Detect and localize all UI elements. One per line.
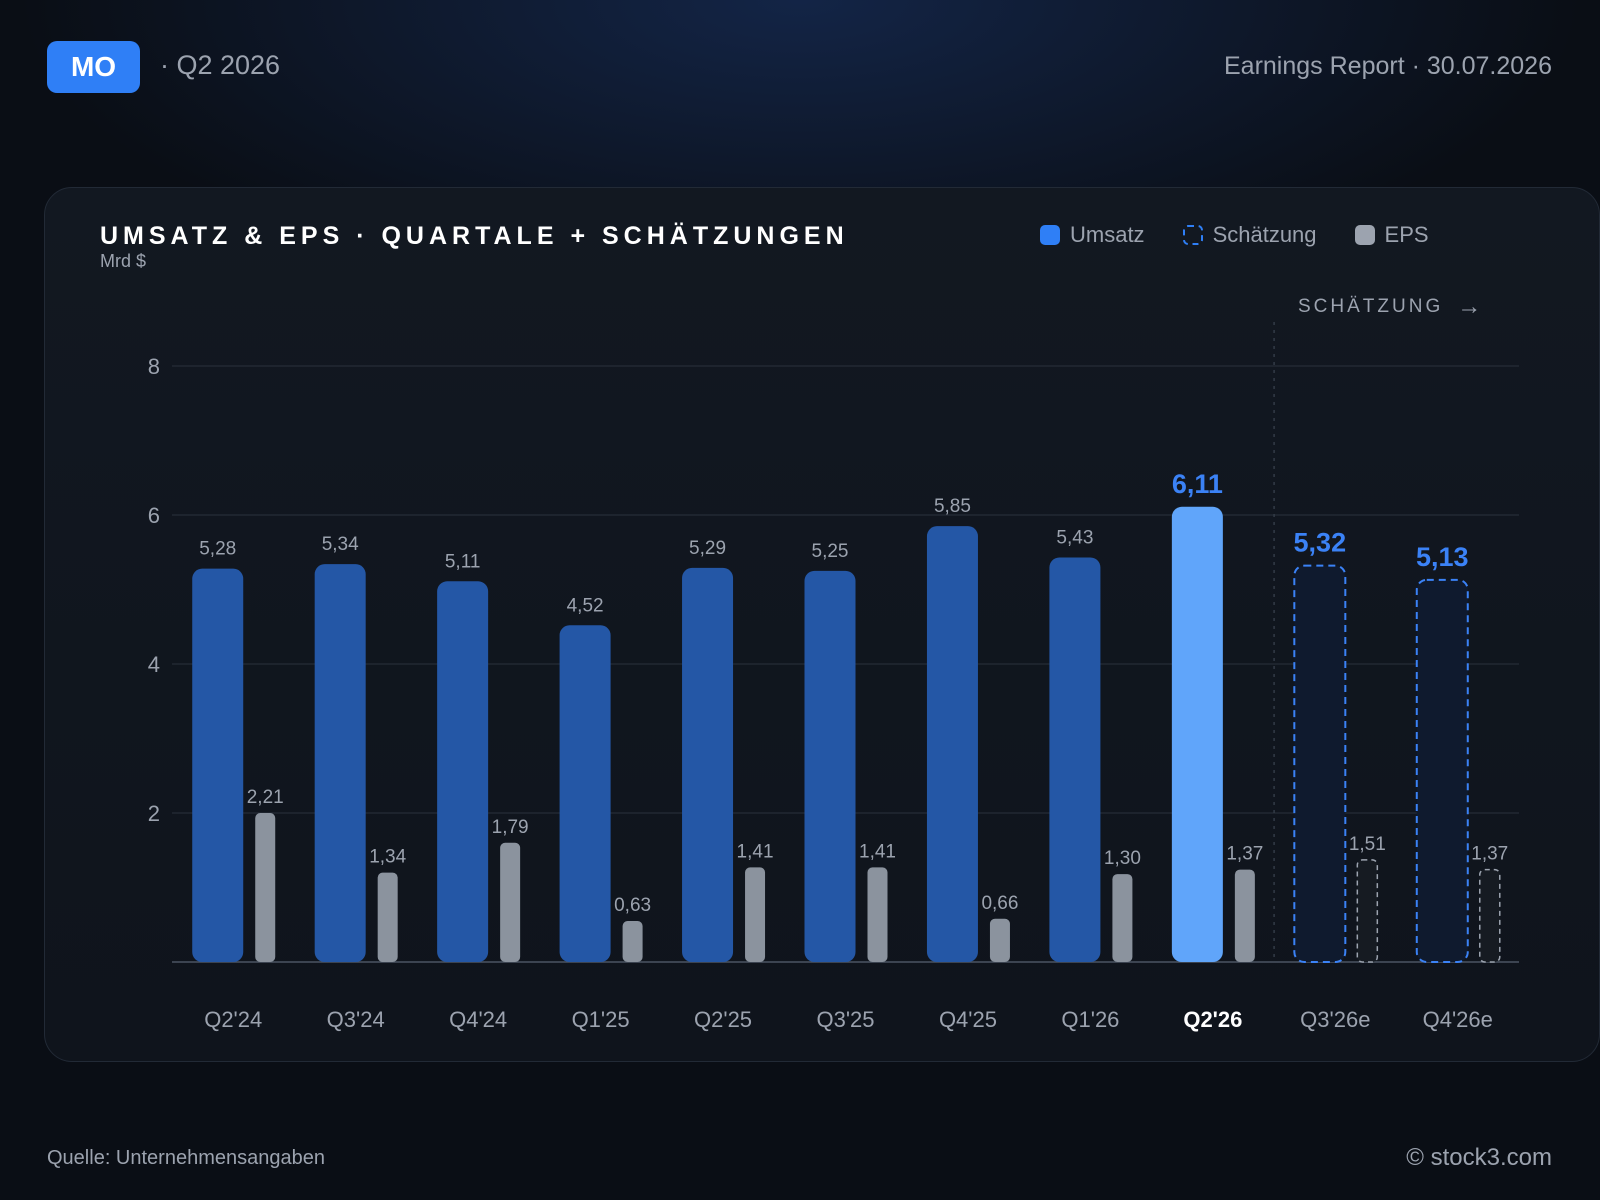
revenue-value-label: 5,13 <box>1416 542 1469 572</box>
arrow-right-icon: → <box>1457 293 1485 320</box>
revenue-bar <box>192 568 244 962</box>
eps-value-label: 0,66 <box>981 893 1018 914</box>
x-category-label: Q2'26 <box>1183 1007 1242 1032</box>
eps-bar <box>622 921 643 962</box>
eps-bar <box>867 867 888 962</box>
eps-bar <box>1234 869 1255 962</box>
revenue-bar-estimate <box>1415 578 1469 963</box>
eps-bar <box>255 813 276 962</box>
revenue-bar <box>559 625 611 962</box>
eps-value-label: 1,41 <box>859 841 896 862</box>
eps-value-label: 1,41 <box>737 841 774 862</box>
eps-value-label: 1,51 <box>1349 834 1386 855</box>
eps-value-label: 1,79 <box>492 817 529 838</box>
y-tick-label: 8 <box>148 354 160 379</box>
eps-value-label: 1,37 <box>1226 844 1263 865</box>
x-category-label: Q4'26e <box>1423 1007 1493 1032</box>
x-category-label: Q3'25 <box>816 1007 874 1032</box>
revenue-value-label: 6,11 <box>1172 469 1223 499</box>
x-category-label: Q1'26 <box>1061 1007 1119 1032</box>
eps-value-label: 0,63 <box>614 895 651 916</box>
chart-legend: Umsatz Schätzung EPS <box>1040 222 1467 248</box>
revenue-bar <box>437 581 489 962</box>
x-category-label: Q3'24 <box>327 1007 385 1032</box>
revenue-bar <box>682 567 734 962</box>
revenue-bar <box>314 564 366 962</box>
x-category-label: Q1'25 <box>572 1007 630 1032</box>
ticker-label: MO <box>70 51 117 82</box>
eps-bar <box>745 867 766 962</box>
legend-label-estimate: Schätzung <box>1212 222 1317 247</box>
revenue-value-label: 5,25 <box>812 541 849 562</box>
legend-item-revenue: Umsatz <box>1040 222 1145 248</box>
ticker-badge: MO <box>47 41 140 93</box>
report-date: Earnings Report · 30.07.2026 <box>1224 52 1552 80</box>
revenue-bar <box>1049 557 1101 962</box>
revenue-value-label: 5,32 <box>1294 528 1347 558</box>
eps-value-label: 1,37 <box>1471 844 1508 865</box>
eps-bar <box>1112 874 1133 962</box>
x-category-label: Q4'25 <box>939 1007 997 1032</box>
revenue-value-label: 4,52 <box>567 595 604 616</box>
eps-bar <box>377 872 398 962</box>
legend-item-estimate: Schätzung <box>1182 222 1317 248</box>
legend-item-eps: EPS <box>1354 222 1429 248</box>
legend-label-eps: EPS <box>1384 222 1429 247</box>
revenue-value-label: 5,28 <box>199 539 236 560</box>
revenue-value-label: 5,11 <box>445 551 481 572</box>
legend-swatch-eps <box>1354 225 1375 245</box>
legend-label-revenue: Umsatz <box>1070 222 1145 247</box>
x-category-label: Q2'24 <box>204 1007 262 1032</box>
revenue-bar <box>804 570 856 962</box>
legend-swatch-estimate <box>1182 225 1203 245</box>
revenue-value-label: 5,29 <box>689 538 726 559</box>
eps-value-label: 1,34 <box>369 847 406 868</box>
forecast-marker: SCHÄTZUNG → <box>1298 293 1484 321</box>
report-period: · Q2 2026 <box>160 50 281 80</box>
y-tick-label: 2 <box>148 801 160 826</box>
eps-bar <box>500 842 521 962</box>
chart-title: UMSATZ & EPS · QUARTALE + SCHÄTZUNGEN <box>100 222 849 250</box>
eps-bar <box>989 918 1010 962</box>
eps-bar-estimate <box>1356 859 1379 963</box>
revenue-value-label: 5,43 <box>1056 527 1093 548</box>
footer-source: Quelle: Unternehmensangaben <box>47 1147 325 1169</box>
revenue-bar-current <box>1171 506 1223 962</box>
eps-value-label: 1,30 <box>1104 848 1141 869</box>
forecast-marker-label: SCHÄTZUNG <box>1298 296 1444 317</box>
revenue-bar <box>926 526 978 962</box>
y-tick-label: 6 <box>148 503 160 528</box>
footer-credit: © stock3.com <box>1406 1144 1552 1171</box>
revenue-bar-estimate <box>1293 564 1347 963</box>
revenue-value-label: 5,85 <box>934 496 971 517</box>
legend-swatch-revenue <box>1040 225 1060 245</box>
revenue-value-label: 5,34 <box>322 534 359 555</box>
eps-value-label: 2,21 <box>247 787 284 808</box>
x-category-label: Q3'26e <box>1300 1007 1370 1032</box>
eps-bar-estimate <box>1479 868 1501 963</box>
x-category-label: Q2'25 <box>694 1007 752 1032</box>
x-category-label: Q4'24 <box>449 1007 507 1032</box>
y-tick-label: 4 <box>148 652 160 677</box>
chart-unit: Mrd $ <box>100 251 147 271</box>
